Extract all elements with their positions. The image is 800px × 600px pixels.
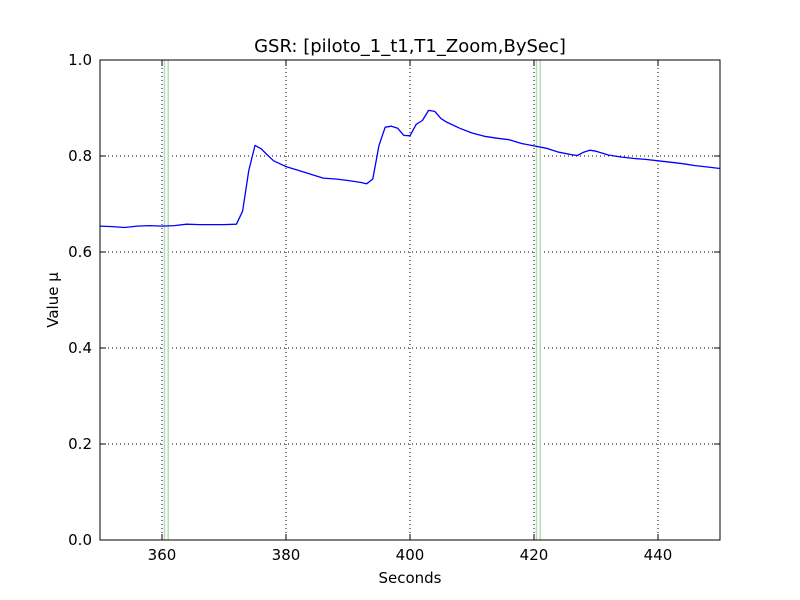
gsr-series-line (99, 109, 721, 229)
x-tick-label: 400 (396, 546, 425, 564)
x-tick-label: 380 (272, 546, 301, 564)
series-layer (99, 109, 721, 229)
y-tick-label: 0.6 (68, 243, 92, 261)
y-tick-label: 0.4 (68, 339, 92, 357)
x-tick-label: 440 (644, 546, 673, 564)
x-tick-label: 420 (520, 546, 549, 564)
y-axis-label: Value µ (44, 272, 62, 328)
chart-title: GSR: [piloto_1_t1,T1_Zoom,BySec] (254, 36, 566, 57)
vertical-markers (163, 60, 541, 540)
x-tick-label: 360 (148, 546, 177, 564)
y-tick-label: 0.2 (68, 435, 92, 453)
y-tick-label: 0.8 (68, 147, 92, 165)
axis-ticks: 360 380 400 420 440 0.0 0.2 0.4 0.6 0.8 1.0 (68, 51, 720, 564)
x-axis-label: Seconds (378, 569, 441, 587)
y-tick-label: 0.0 (68, 531, 92, 549)
y-tick-label: 1.0 (68, 51, 92, 69)
